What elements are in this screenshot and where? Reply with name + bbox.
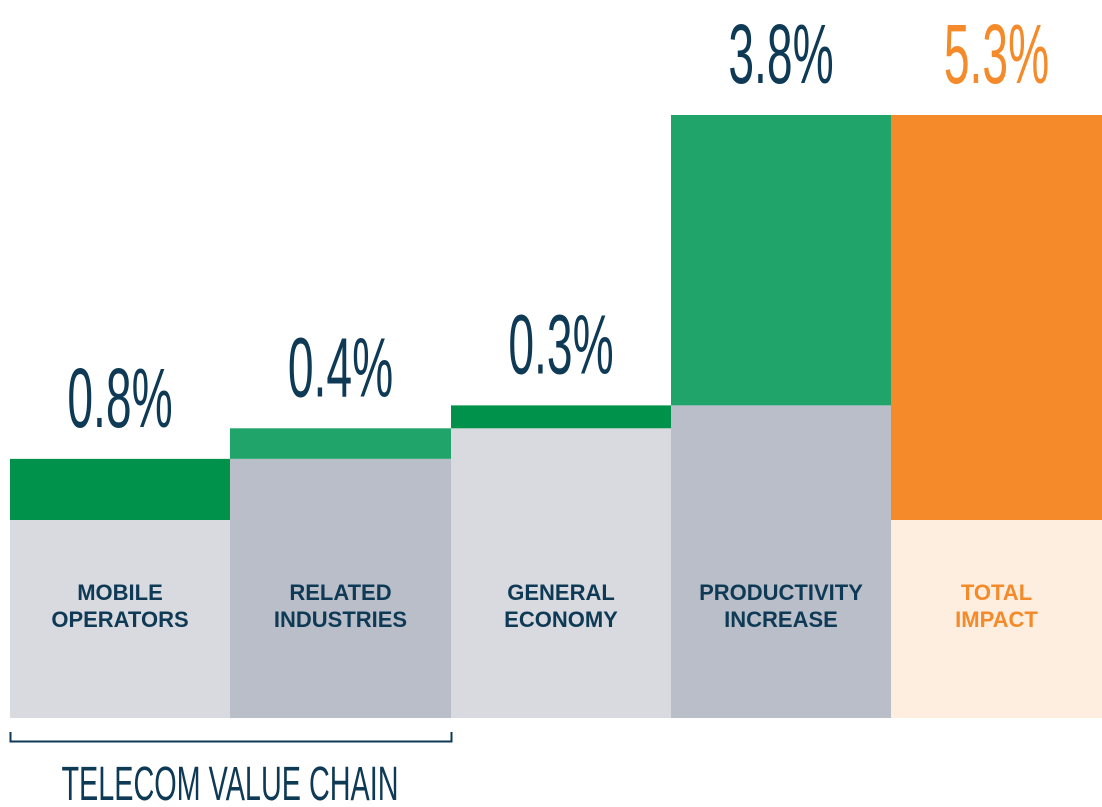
value-label: 0.4%	[288, 322, 393, 415]
value-label: 0.3%	[508, 299, 613, 392]
bar	[671, 115, 891, 406]
value-label: 0.8%	[67, 353, 172, 446]
category-label: TOTAL IMPACT	[955, 580, 1038, 632]
category-label: GENERAL ECONOMY	[504, 580, 618, 632]
value-label: 5.3%	[944, 9, 1049, 102]
category-label: RELATED INDUSTRIES	[274, 580, 407, 632]
base-block	[230, 458, 451, 718]
base-block	[671, 405, 891, 718]
category-label: MOBILE OPERATORS	[51, 580, 188, 632]
annotation: TELECOM VALUE CHAIN	[61, 758, 398, 807]
base-block	[891, 520, 1102, 718]
bar	[451, 405, 671, 429]
base-block	[451, 428, 671, 718]
bar	[10, 458, 230, 520]
base-block	[10, 520, 230, 718]
category-label: PRODUCTIVITY INCREASE	[699, 580, 863, 632]
bracket	[9, 732, 453, 743]
value-label: 3.8%	[728, 9, 833, 102]
bar	[891, 115, 1102, 520]
bar	[230, 428, 451, 459]
